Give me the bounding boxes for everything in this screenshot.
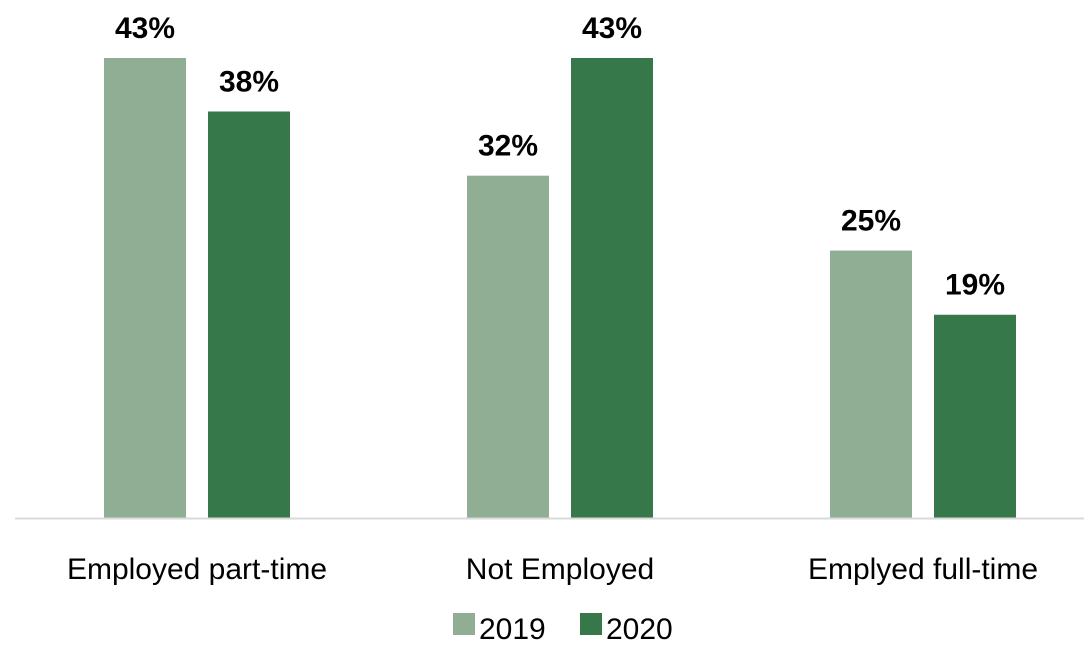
legend-label-2020: 2020 — [606, 613, 673, 646]
value-label-2019-2: 25% — [841, 205, 901, 238]
value-label-2020-2: 19% — [945, 269, 1005, 302]
value-label-2019-1: 32% — [478, 130, 538, 163]
bar-2020-0 — [208, 111, 290, 518]
bar-2019-0 — [104, 58, 186, 518]
bar-2019-1 — [467, 175, 549, 518]
category-label-0: Employed part-time — [67, 553, 327, 586]
bars-layer — [104, 58, 1016, 518]
legend-label-2019: 2019 — [479, 613, 546, 646]
category-label-2: Emplyed full-time — [808, 553, 1038, 586]
category-labels-layer: Employed part-time Not Employed Emplyed fu… — [67, 553, 1038, 586]
value-label-2019-0: 43% — [115, 12, 175, 45]
legend: 2019 2020 — [453, 613, 673, 646]
bar-2020-1 — [571, 58, 653, 518]
bar-2020-2 — [934, 314, 1016, 518]
legend-swatch-2020 — [580, 613, 602, 635]
value-label-2020-0: 38% — [219, 65, 279, 98]
bar-2019-2 — [830, 250, 912, 518]
legend-swatch-2019 — [453, 613, 475, 635]
value-label-2020-1: 43% — [582, 12, 642, 45]
category-label-1: Not Employed — [466, 553, 654, 586]
value-labels-layer: 43% 38% 32% 43% 25% 19% — [115, 12, 1005, 302]
